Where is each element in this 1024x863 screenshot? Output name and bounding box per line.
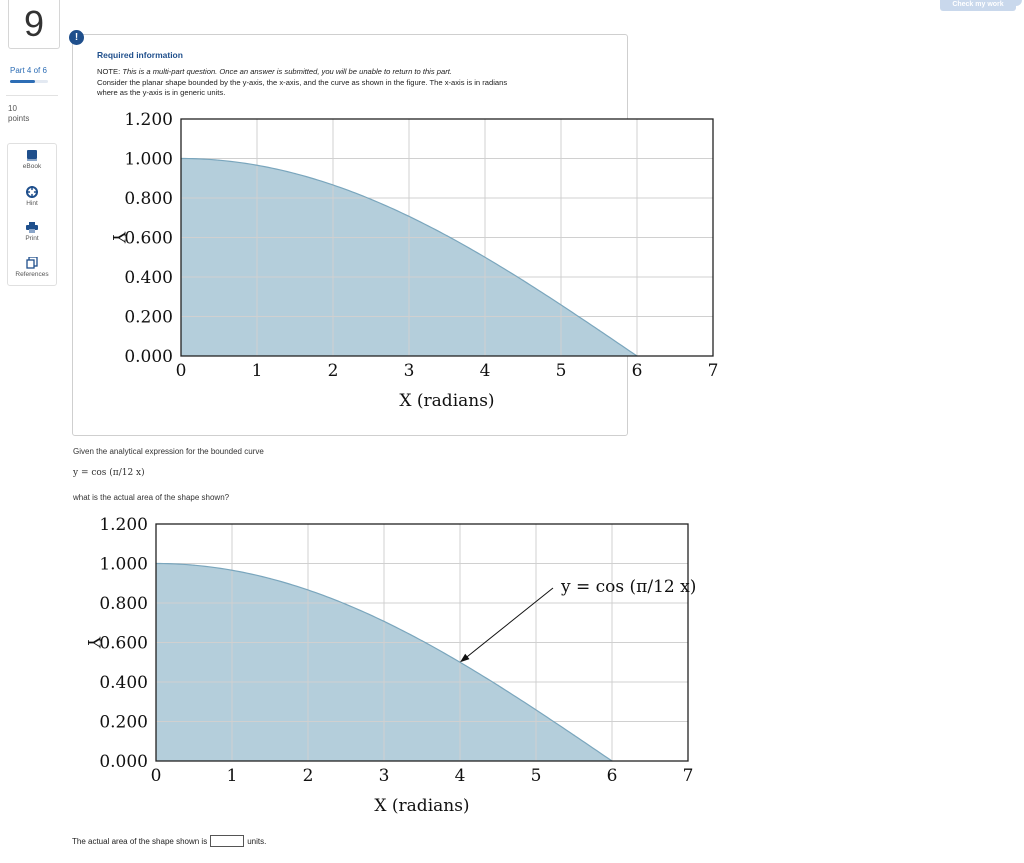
x-tick-label: 5 <box>556 361 567 381</box>
check-indicator-icon <box>1010 0 1022 6</box>
answer-input[interactable] <box>210 835 245 847</box>
x-tick-label: 3 <box>379 766 390 786</box>
annotation-arrowhead <box>460 653 470 663</box>
lifebuoy-icon <box>26 186 38 198</box>
x-tick-label: 4 <box>455 766 466 786</box>
x-tick-label: 4 <box>480 361 491 381</box>
y-axis-label: Y <box>83 636 103 649</box>
y-tick-label: 0.600 <box>99 634 148 654</box>
curve-annotation: y = cos (π/12 x) <box>560 577 695 597</box>
references-button[interactable]: References <box>8 257 56 278</box>
x-tick-label: 7 <box>708 361 719 381</box>
info-alert-icon: ! <box>69 30 84 45</box>
tools-panel: eBook Hint Print References <box>7 143 57 286</box>
points-value: 10 <box>8 104 17 113</box>
x-tick-label: 5 <box>531 766 542 786</box>
answer-prefix: The actual area of the shape shown is <box>72 836 208 846</box>
x-tick-label: 0 <box>176 361 187 381</box>
printer-icon <box>26 222 38 233</box>
y-tick-label: 0.000 <box>124 347 173 367</box>
x-tick-label: 7 <box>683 766 694 786</box>
x-tick-label: 3 <box>404 361 415 381</box>
y-tick-label: 0.400 <box>124 268 173 288</box>
copy-icon <box>26 257 38 269</box>
x-tick-label: 6 <box>607 766 618 786</box>
note-italic: This is a multi-part question. Once an a… <box>122 67 452 76</box>
curve-line <box>155 562 613 762</box>
x-tick-label: 2 <box>303 766 314 786</box>
note-line-2: Consider the planar shape bounded by the… <box>97 77 508 87</box>
print-button[interactable]: Print <box>8 222 56 242</box>
part-progress-fill <box>10 80 36 83</box>
check-my-work-button[interactable]: Check my work <box>940 0 1016 11</box>
y-tick-label: 1.200 <box>99 515 148 535</box>
plot-frame <box>155 523 689 762</box>
book-icon <box>27 150 37 161</box>
part-progress-bar <box>10 80 48 83</box>
formula-text: y = cos (π/12 x) <box>73 468 145 478</box>
note-line-3: where as the y-axis is in generic units. <box>97 88 226 97</box>
hint-label: Hint <box>26 200 38 207</box>
hint-button[interactable]: Hint <box>8 186 56 207</box>
ebook-label: eBook <box>22 163 42 170</box>
y-tick-label: 1.000 <box>124 150 173 170</box>
required-info-text: NOTE: This is a multi-part question. Onc… <box>97 67 617 99</box>
part-indicator: Part 4 of 6 <box>10 66 47 75</box>
figure-chart-1: 0.000 0.200 0.400 0.600 0.800 1.000 1.200 0 1 2 3 4… <box>108 110 719 411</box>
x-tick-label: 1 <box>252 361 263 381</box>
y-tick-label: 0.200 <box>124 308 173 328</box>
given-text: Given the analytical expression for the … <box>73 447 264 456</box>
x-tick-label: 0 <box>151 766 162 786</box>
y-tick-label: 1.200 <box>124 110 173 130</box>
points-label: points <box>8 114 30 123</box>
annotation-arrow <box>463 587 554 660</box>
references-label: References <box>15 271 49 278</box>
given-formula: y = cos (π/12 x) <box>73 468 145 478</box>
ebook-button[interactable]: eBook <box>8 150 56 170</box>
print-label: Print <box>25 235 39 242</box>
y-tick-label: 0.800 <box>99 594 148 614</box>
y-tick-label: 0.600 <box>124 229 173 249</box>
x-tick-label: 1 <box>227 766 238 786</box>
x-tick-label: 6 <box>632 361 643 381</box>
y-tick-label: 1.000 <box>99 555 148 575</box>
y-tick-label: 0.200 <box>99 713 148 733</box>
x-tick-label: 2 <box>328 361 339 381</box>
curve-line <box>180 157 638 357</box>
figure-chart-2: 0.000 0.200 0.400 0.600 0.800 1.000 1.200 0 1 2 3 4… <box>83 515 695 816</box>
rail-divider <box>6 95 58 96</box>
question-ask-text: what is the actual area of the shape sho… <box>73 493 230 502</box>
answer-row: The actual area of the shape shown is un… <box>72 835 266 847</box>
plot-frame <box>180 118 714 357</box>
y-tick-label: 0.400 <box>99 673 148 693</box>
y-tick-label: 0.000 <box>99 752 148 772</box>
y-axis-label: Y <box>108 231 128 244</box>
answer-units: units. <box>247 836 267 846</box>
y-tick-label: 0.800 <box>124 189 173 209</box>
note-prefix: NOTE: <box>97 67 123 76</box>
required-info-title: Required information <box>97 50 183 60</box>
question-number: 9 <box>8 0 60 49</box>
x-axis-label: X (radians) <box>399 391 494 411</box>
x-axis-label: X (radians) <box>374 796 469 816</box>
